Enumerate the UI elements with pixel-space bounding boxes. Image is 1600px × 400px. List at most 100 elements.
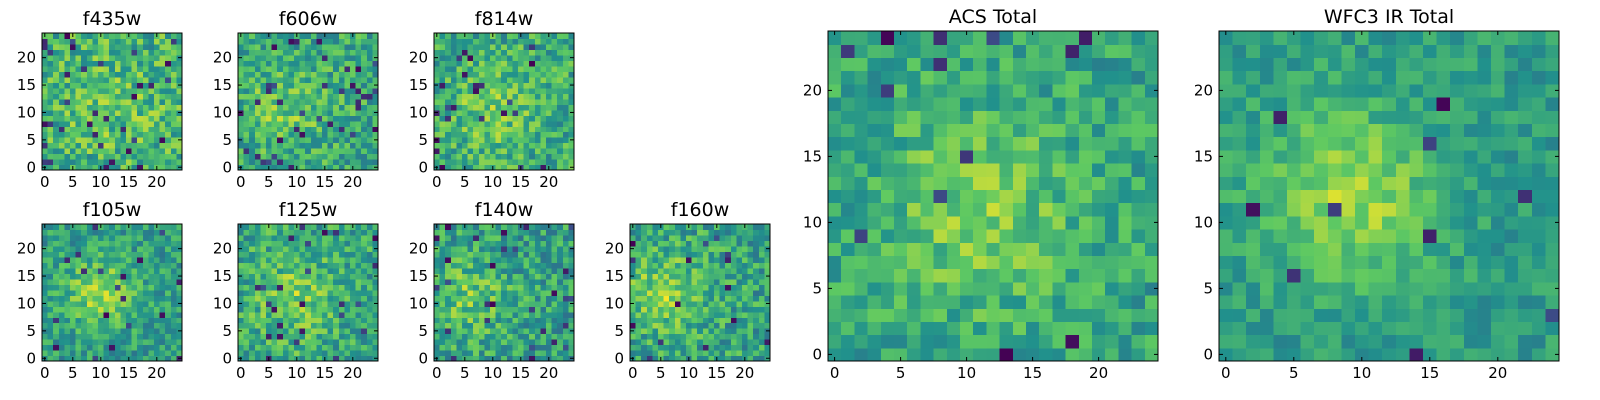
heatmap-cell: [478, 339, 485, 346]
heatmap-cell: [518, 311, 525, 318]
heatmap-cell: [58, 350, 65, 357]
heatmap-cell: [635, 278, 642, 285]
heatmap-cell: [1092, 215, 1106, 230]
heatmap-cell: [75, 87, 82, 94]
heatmap-cell: [64, 284, 71, 291]
heatmap-cell: [260, 131, 267, 138]
heatmap-cell: [165, 87, 172, 94]
heatmap-cell: [658, 262, 665, 269]
heatmap-cell: [316, 229, 323, 236]
heatmap-cell: [58, 273, 65, 280]
heatmap-cell: [669, 240, 676, 247]
heatmap-cell: [551, 153, 558, 160]
heatmap-cell: [355, 229, 362, 236]
heatmap-cell: [81, 284, 88, 291]
x-tick-label: 20: [147, 173, 166, 191]
heatmap-cell: [680, 245, 687, 252]
heatmap-cell: [114, 295, 121, 302]
heatmap-cell: [316, 234, 323, 242]
heatmap-cell: [137, 60, 144, 67]
heatmap-cell: [271, 60, 278, 67]
heatmap-cell: [70, 159, 77, 166]
heatmap-cell: [742, 289, 749, 296]
heatmap-cell: [529, 65, 536, 72]
heatmap-cell: [355, 87, 362, 94]
heatmap-cell: [327, 273, 334, 280]
heatmap-cell: [165, 109, 172, 116]
heatmap-cell: [142, 126, 149, 133]
heatmap-cell: [92, 339, 99, 346]
heatmap-cell: [372, 60, 379, 67]
heatmap-cell: [271, 251, 278, 258]
heatmap-cell: [305, 240, 312, 247]
heatmap-cell: [288, 43, 295, 51]
axes-frame: [41, 32, 183, 171]
heatmap-cell: [249, 87, 256, 94]
heatmap-cell: [64, 65, 71, 72]
heatmap-cell: [338, 137, 345, 144]
heatmap-cell: [126, 120, 133, 127]
heatmap-cell: [142, 333, 149, 340]
heatmap-cell: [243, 256, 250, 263]
heatmap-cell: [445, 65, 452, 72]
heatmap-cell: [764, 350, 771, 357]
heatmap-cell: [137, 126, 144, 133]
heatmap-cell: [467, 339, 474, 346]
heatmap-cell: [109, 234, 116, 242]
axes-frame: [433, 32, 575, 171]
heatmap-cell: [551, 164, 558, 171]
heatmap-cell: [999, 255, 1014, 270]
heatmap-cell: [299, 278, 306, 285]
heatmap-cell: [361, 126, 368, 133]
heatmap-cell: [646, 240, 653, 247]
heatmap-cell: [271, 273, 278, 280]
heatmap-cell: [344, 350, 351, 357]
heatmap-cell: [730, 344, 737, 351]
heatmap-cell: [512, 262, 519, 269]
heatmap-cell: [867, 202, 882, 217]
heatmap-cell: [529, 289, 536, 296]
heatmap-cell: [730, 317, 737, 324]
heatmap-cell: [58, 278, 65, 285]
heatmap-cell: [361, 251, 368, 258]
heatmap-cell: [562, 60, 569, 67]
heatmap-cell: [708, 306, 715, 313]
heatmap-cell: [288, 98, 295, 105]
heatmap-cell: [490, 43, 497, 51]
heatmap-cell: [109, 229, 116, 236]
heatmap-cell: [333, 273, 340, 280]
axes-frame: [629, 223, 771, 362]
heatmap-cell: [165, 131, 172, 138]
heatmap-cell: [316, 159, 323, 166]
heatmap-cell: [1065, 281, 1080, 296]
heatmap-cell: [114, 344, 121, 351]
heatmap-cell: [725, 224, 732, 231]
heatmap-cell: [310, 142, 317, 149]
heatmap-cell: [299, 93, 306, 100]
heatmap-cell: [841, 163, 855, 177]
heatmap-cell: [523, 295, 530, 302]
heatmap-cell: [64, 251, 71, 258]
heatmap-cell: [58, 355, 65, 362]
heatmap-cell: [708, 234, 715, 242]
heatmap-cell: [64, 38, 71, 45]
heatmap-cell: [282, 234, 289, 242]
heatmap-cell: [154, 267, 161, 274]
heatmap-cell: [445, 234, 452, 242]
heatmap-cell: [445, 306, 452, 313]
heatmap-cell: [714, 289, 721, 296]
heatmap-cell: [490, 229, 497, 236]
heatmap-cell: [445, 87, 452, 94]
heatmap-cell: [652, 273, 659, 280]
heatmap-cell: [473, 278, 480, 285]
heatmap-cell: [557, 240, 564, 247]
heatmap-cell: [137, 153, 144, 160]
heatmap-cell: [501, 350, 508, 357]
heatmap-cell: [148, 153, 155, 160]
heatmap-cell: [467, 54, 474, 61]
heatmap-cell: [674, 295, 681, 302]
heatmap-cell: [47, 300, 54, 307]
heatmap-cell: [540, 120, 547, 127]
heatmap-cell: [663, 350, 670, 357]
heatmap-cell: [557, 126, 564, 133]
